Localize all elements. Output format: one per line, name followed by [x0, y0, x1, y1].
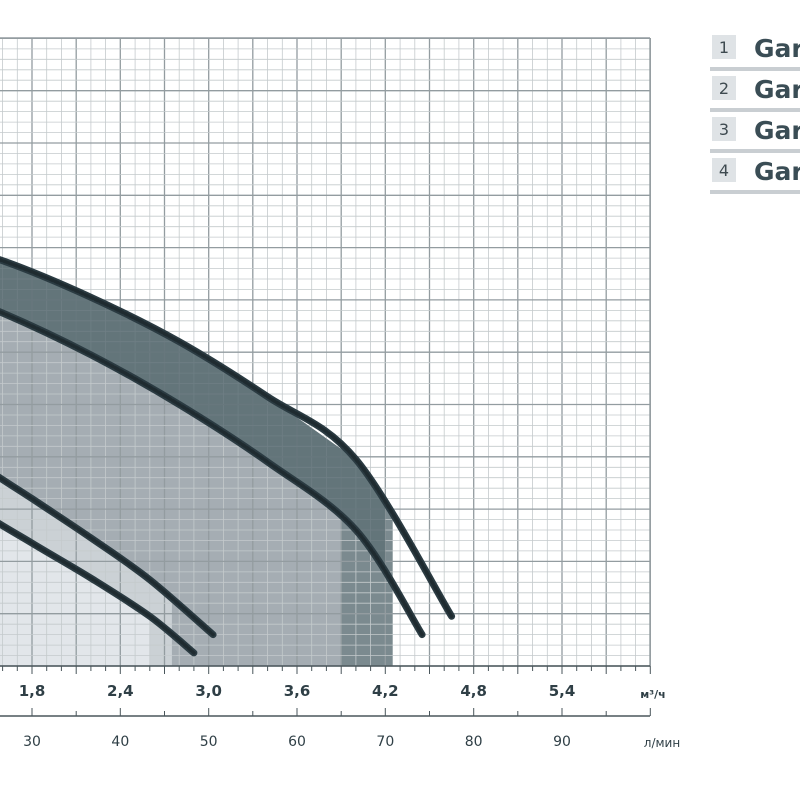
legend-underline-3 [710, 149, 800, 153]
x2-axis-unit: л/мин [644, 736, 680, 750]
legend-label-4: Gar [754, 157, 800, 186]
legend-label-3: Gar [754, 116, 800, 145]
legend-label-1: Gar [754, 34, 800, 63]
x2-tick-label: 30 [23, 734, 41, 750]
x2-tick-label: 70 [376, 734, 394, 750]
x2-tick-label: 80 [465, 734, 483, 750]
legend-number-3: 3 [719, 120, 729, 139]
x2-axis: 30 40 50 60 70 80 90 л/мин [0, 708, 680, 750]
x-tick-label: 4,2 [372, 682, 399, 700]
legend-label-2: Gar [754, 75, 800, 104]
x-tick-label: 3,6 [284, 682, 311, 700]
legend-swatch-3 [712, 117, 736, 141]
legend-number-2: 2 [719, 79, 729, 98]
legend-swatch-2 [712, 76, 736, 100]
curve-4 [0, 257, 454, 619]
curve-1 [0, 522, 196, 655]
legend-underline-4 [710, 190, 800, 194]
legend-number-4: 4 [719, 161, 729, 180]
curve-2 [0, 475, 215, 637]
x-tick-label: 4,8 [460, 682, 487, 700]
x-tick-label: 2,4 [107, 682, 134, 700]
curve-band [0, 259, 386, 577]
x-tick-label: 5,4 [549, 682, 576, 700]
x2-tick-label: 40 [111, 734, 129, 750]
x-tick-label: 1,8 [19, 682, 46, 700]
x2-tick-label: 90 [553, 734, 571, 750]
legend-number-1: 1 [719, 38, 729, 57]
curve-band-fill [0, 259, 386, 577]
x2-tick-label: 50 [200, 734, 218, 750]
curve-3 [0, 310, 424, 637]
performance-curves [0, 256, 456, 657]
legend-underline-1 [710, 67, 800, 71]
x2-tick-label: 60 [288, 734, 306, 750]
x-axis: 1,8 2,4 3,0 3,6 4,2 4,8 5,4 м³/ч [0, 665, 666, 701]
legend-underline-2 [710, 108, 800, 112]
x-axis-unit: м³/ч [640, 688, 665, 701]
legend-swatch-4 [712, 158, 736, 182]
operating-zone-1 [0, 523, 150, 666]
legend: 1 Gar 2 Gar 3 Gar 4 Gar [710, 34, 800, 194]
x-tick-label: 3,0 [195, 682, 222, 700]
legend-swatch-1 [712, 35, 736, 59]
